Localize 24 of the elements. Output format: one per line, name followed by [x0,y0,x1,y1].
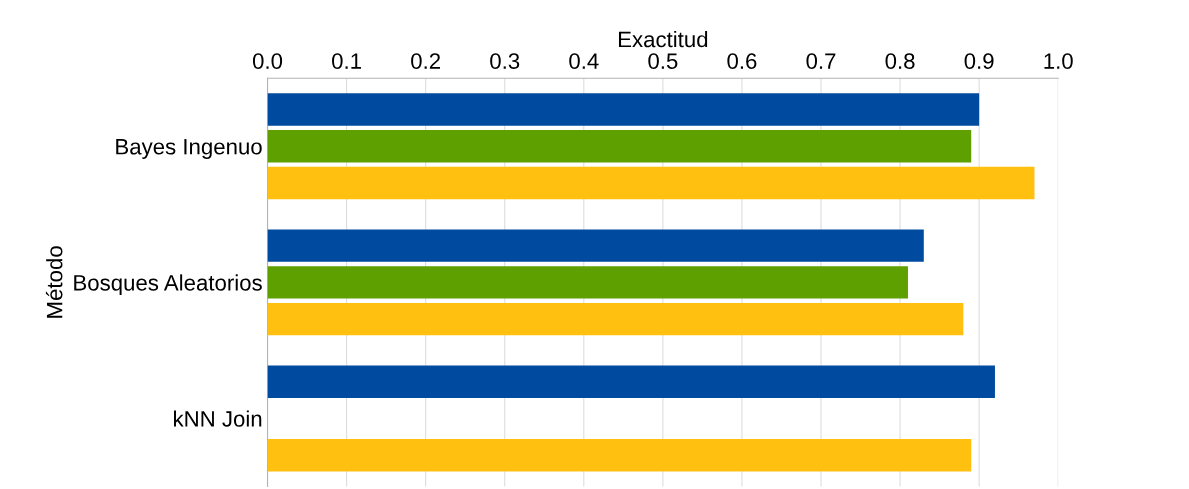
x-tick-label: 0.1 [332,53,361,69]
x-axis-title: Exactitud [618,31,708,48]
bar [267,93,980,126]
y-tick-label: Bosques Aleatorios [74,274,262,296]
y-tick-label: Bayes Ingenuo [116,139,262,159]
x-tick-label: 0.3 [490,53,520,69]
bar [267,166,1035,200]
x-tick-label: 1.0 [1044,53,1073,69]
bar [267,302,964,336]
x-tick-label: 0.7 [806,53,836,69]
bar [267,229,924,262]
x-tick-label: 0.0 [252,53,283,69]
y-tick-label: kNN Join [174,410,262,427]
x-tick-label: 0.4 [569,53,599,69]
x-tick-label: 0.5 [648,53,678,69]
bar [267,439,972,472]
bar [267,365,995,398]
bar [267,266,908,299]
x-tick-label: 0.2 [411,53,440,69]
bar [267,130,972,163]
x-tick-label: 0.9 [964,53,994,69]
y-axis-title: Método [45,246,63,318]
x-tick-label: 0.6 [727,53,757,69]
x-tick-label: 0.8 [885,53,915,69]
